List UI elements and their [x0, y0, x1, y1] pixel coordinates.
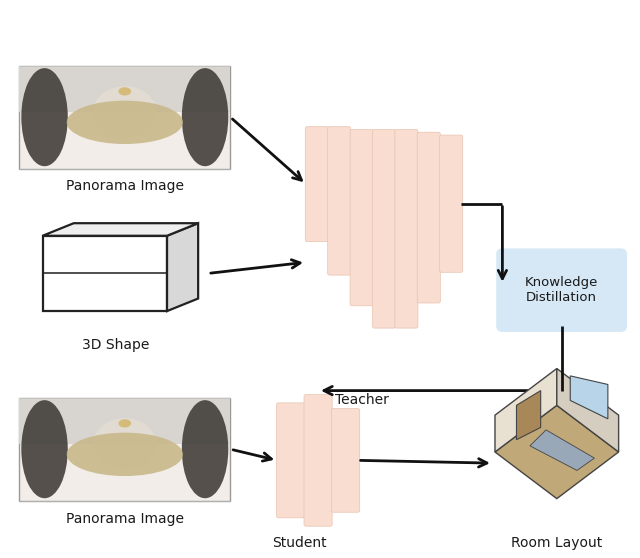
- Polygon shape: [570, 376, 608, 419]
- FancyBboxPatch shape: [19, 65, 230, 169]
- FancyBboxPatch shape: [417, 132, 440, 303]
- Polygon shape: [43, 223, 198, 235]
- FancyBboxPatch shape: [497, 249, 626, 331]
- FancyBboxPatch shape: [350, 129, 373, 306]
- FancyBboxPatch shape: [304, 395, 332, 526]
- Polygon shape: [530, 430, 595, 470]
- Ellipse shape: [118, 87, 131, 95]
- Ellipse shape: [21, 400, 68, 498]
- Polygon shape: [557, 368, 619, 452]
- Ellipse shape: [118, 419, 131, 427]
- FancyBboxPatch shape: [19, 65, 230, 112]
- FancyBboxPatch shape: [328, 127, 351, 275]
- Ellipse shape: [67, 432, 183, 476]
- FancyBboxPatch shape: [440, 135, 463, 272]
- Polygon shape: [495, 368, 557, 452]
- Text: Knowledge
Distillation: Knowledge Distillation: [525, 276, 598, 304]
- Text: Room Layout: Room Layout: [511, 536, 602, 550]
- Polygon shape: [167, 223, 198, 311]
- FancyBboxPatch shape: [305, 127, 328, 242]
- Ellipse shape: [67, 100, 183, 144]
- Polygon shape: [495, 405, 619, 499]
- Bar: [43, 235, 167, 311]
- FancyBboxPatch shape: [372, 129, 396, 328]
- Text: 3D Shape: 3D Shape: [81, 338, 149, 352]
- Ellipse shape: [182, 400, 228, 498]
- Ellipse shape: [182, 68, 228, 166]
- Text: Panorama Image: Panorama Image: [66, 179, 184, 193]
- Ellipse shape: [93, 418, 157, 470]
- Ellipse shape: [93, 86, 157, 138]
- FancyBboxPatch shape: [395, 129, 418, 328]
- FancyBboxPatch shape: [276, 403, 305, 518]
- FancyBboxPatch shape: [332, 408, 360, 512]
- FancyBboxPatch shape: [19, 397, 230, 444]
- Ellipse shape: [21, 68, 68, 166]
- Text: Teacher: Teacher: [335, 393, 388, 407]
- FancyBboxPatch shape: [19, 397, 230, 501]
- Text: Panorama Image: Panorama Image: [66, 512, 184, 526]
- Text: Student: Student: [272, 536, 327, 550]
- Polygon shape: [516, 391, 541, 440]
